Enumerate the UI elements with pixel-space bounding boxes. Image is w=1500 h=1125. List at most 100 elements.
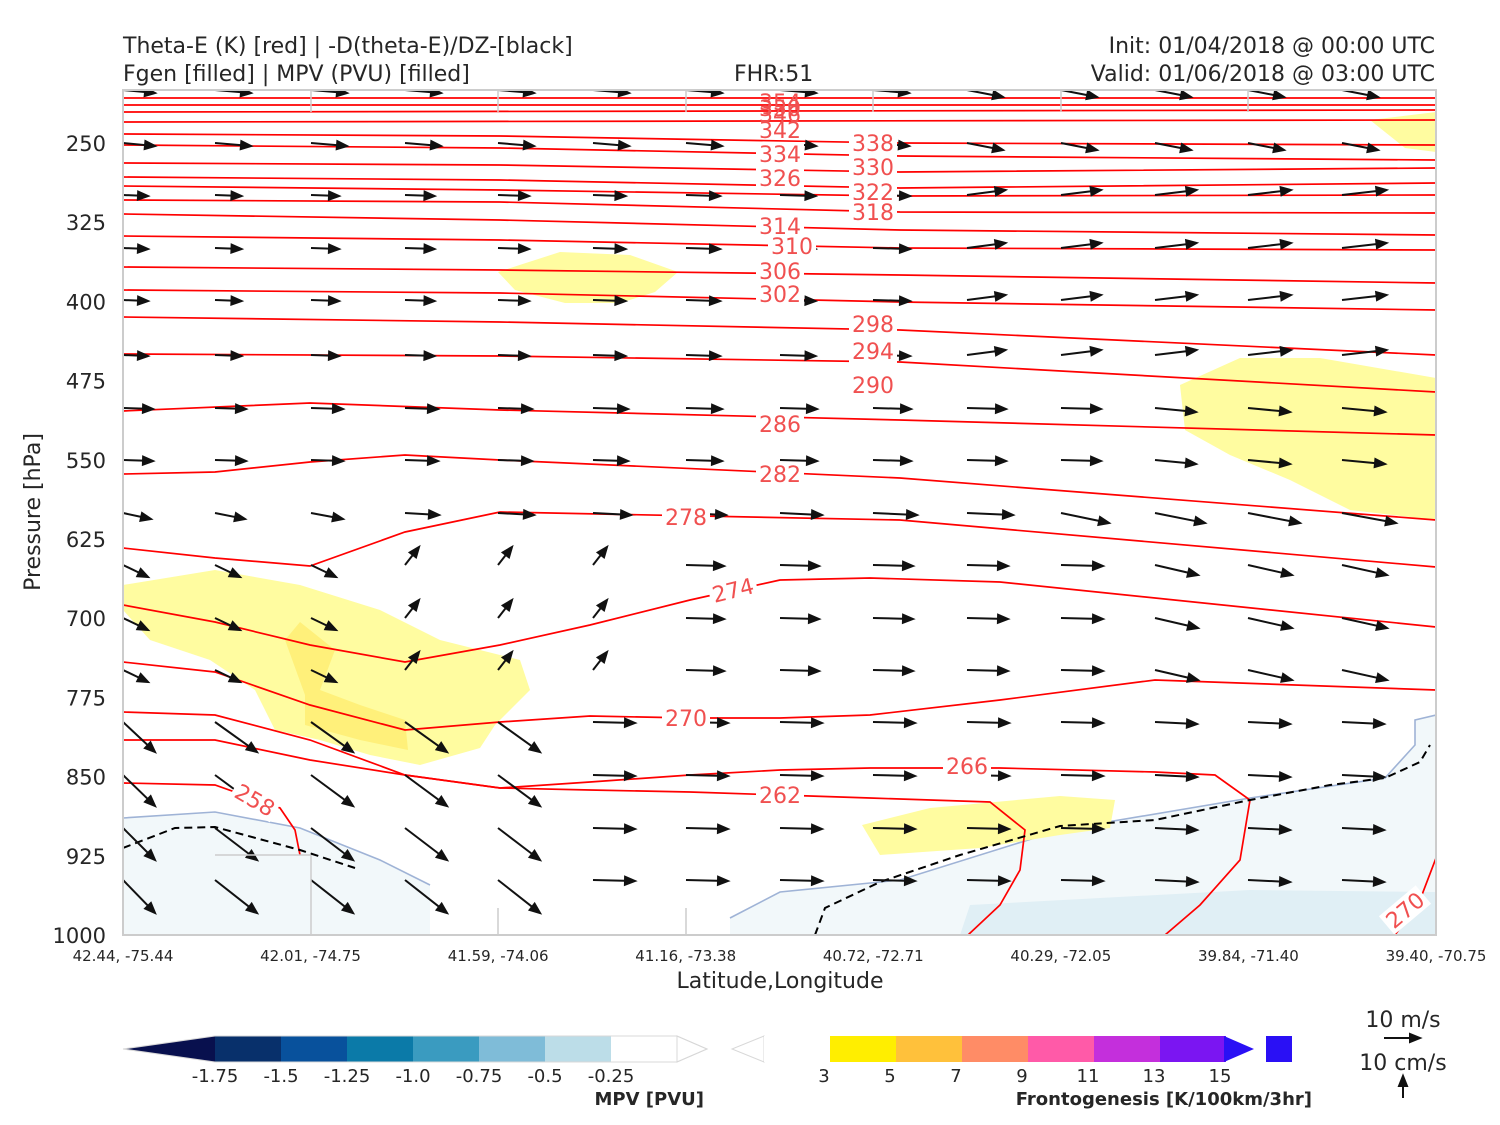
wind-vectors: [123, 90, 1399, 915]
wind-vector: [1060, 403, 1104, 415]
valid-time: Valid: 01/06/2018 @ 03:00 UTC: [1090, 62, 1435, 87]
wind-vector: [310, 721, 356, 754]
wind-vector: [1341, 771, 1387, 782]
wind-vector: [123, 190, 151, 202]
wind-vector: [310, 774, 356, 808]
wind-vector: [310, 403, 346, 415]
fgen-cb-tick: 9: [1016, 1066, 1027, 1087]
title-line-1: Theta-E (K) [red] | -D(theta-E)/DZ-[blac…: [123, 34, 573, 59]
dz-dashed-line: [123, 744, 1431, 935]
wind-vector: [123, 511, 154, 523]
wind-vector: [1247, 771, 1293, 782]
mpv-cb-tick: -0.5: [527, 1066, 562, 1087]
theta-e-label: 310: [768, 234, 816, 260]
wind-vector: [123, 774, 157, 808]
svg-text:354: 354: [759, 91, 801, 116]
wind-vector: [779, 509, 825, 520]
wind-vector: [497, 597, 514, 619]
wind-vector: [404, 544, 421, 566]
wind-vector: [779, 717, 825, 729]
svg-text:286: 286: [759, 413, 801, 438]
wind-vector: [497, 295, 532, 307]
svg-text:310: 310: [771, 235, 813, 260]
svg-text:318: 318: [852, 201, 894, 226]
wind-vector: [404, 243, 438, 255]
mpv-fill-right-deeper: [960, 890, 1436, 935]
fgen-cb-tick: 11: [1077, 1066, 1100, 1087]
wind-vector: [1154, 771, 1200, 782]
wind-vector: [214, 190, 245, 202]
theta-e-label: 350: [759, 97, 801, 122]
ref-vector-vertical-label: 10 cm/s: [1359, 1051, 1446, 1076]
ref-vector-horizontal-label: 10 m/s: [1365, 1008, 1440, 1033]
wind-vector: [872, 243, 913, 255]
wind-vector: [966, 290, 1009, 302]
wind-vector: [1341, 512, 1399, 527]
wind-vector: [966, 509, 1016, 520]
x-tick-label: 40.72, -72.71: [823, 947, 924, 965]
wind-vector: [310, 511, 346, 523]
wind-vector: [872, 295, 913, 307]
wind-vector: [1341, 345, 1390, 357]
wind-vector: [779, 560, 822, 572]
wind-vector: [1341, 718, 1387, 729]
wind-vector: [592, 823, 638, 835]
wind-vector: [685, 190, 723, 202]
fgen-fill-4: [1370, 112, 1436, 152]
svg-text:278: 278: [665, 506, 707, 531]
wind-vector: [1247, 718, 1293, 729]
mpv-cb-tick: -1.25: [324, 1066, 371, 1087]
wind-vector: [872, 455, 914, 467]
x-tick-label: 41.59, -74.06: [448, 947, 549, 965]
wind-vector: [592, 649, 609, 671]
wind-vector: [1154, 617, 1201, 631]
wind-vector: [497, 649, 514, 671]
wind-vector: [1060, 665, 1106, 677]
mpv-cb-cell: [215, 1036, 281, 1062]
y-tick-label: 1000: [53, 924, 106, 948]
wind-vector: [592, 875, 638, 887]
svg-text:306: 306: [759, 260, 801, 285]
y-tick-label: 700: [66, 607, 106, 631]
wind-vector: [1060, 875, 1106, 887]
wind-vector: [1341, 669, 1390, 683]
theta-e-label: 278: [662, 505, 710, 531]
wind-vector: [1341, 405, 1388, 417]
wind-vector: [685, 350, 723, 362]
title-line-2: Fgen [filled] | MPV (PVU) [filled]: [123, 62, 470, 87]
theta-e-labels: 3543503463423383343303263223183143103063…: [228, 91, 1432, 935]
wind-vector: [685, 455, 725, 467]
wind-vector: [497, 508, 537, 520]
svg-text:294: 294: [852, 340, 894, 365]
theta-e-label: 286: [756, 412, 804, 438]
wind-vector: [1154, 238, 1200, 250]
fgen-cb-tick: 7: [950, 1066, 961, 1087]
y-tick-label: 475: [66, 370, 106, 394]
theta-e-label: 326: [756, 166, 804, 192]
wind-vector: [1247, 345, 1294, 357]
wind-vector: [310, 617, 339, 632]
wind-vector: [1341, 564, 1390, 578]
wind-vector: [966, 717, 1012, 729]
wind-vector: [1154, 512, 1208, 527]
wind-vector: [404, 508, 442, 520]
mpv-cb-cell: [545, 1036, 611, 1062]
wind-vector: [685, 295, 723, 307]
wind-vector: [1154, 457, 1199, 469]
svg-text:338: 338: [852, 132, 894, 157]
fgen-fill-3: [1180, 358, 1436, 520]
theta-e-contours: [123, 97, 1436, 935]
svg-text:282: 282: [759, 463, 801, 488]
wind-vector: [685, 613, 727, 625]
wind-vector: [1060, 455, 1104, 467]
theta-e-label: 298: [849, 312, 897, 338]
wind-vector: [872, 665, 916, 677]
theta-e-label: 330: [849, 155, 897, 181]
wind-vector: [966, 613, 1011, 625]
wind-vector: [497, 350, 532, 362]
wind-vector: [123, 617, 151, 632]
wind-vector: [310, 139, 350, 151]
theta-e-label: 262: [756, 783, 804, 809]
mpv-cb-max-arrow: [676, 1035, 709, 1063]
mpv-cb-tick: -0.25: [588, 1066, 635, 1087]
